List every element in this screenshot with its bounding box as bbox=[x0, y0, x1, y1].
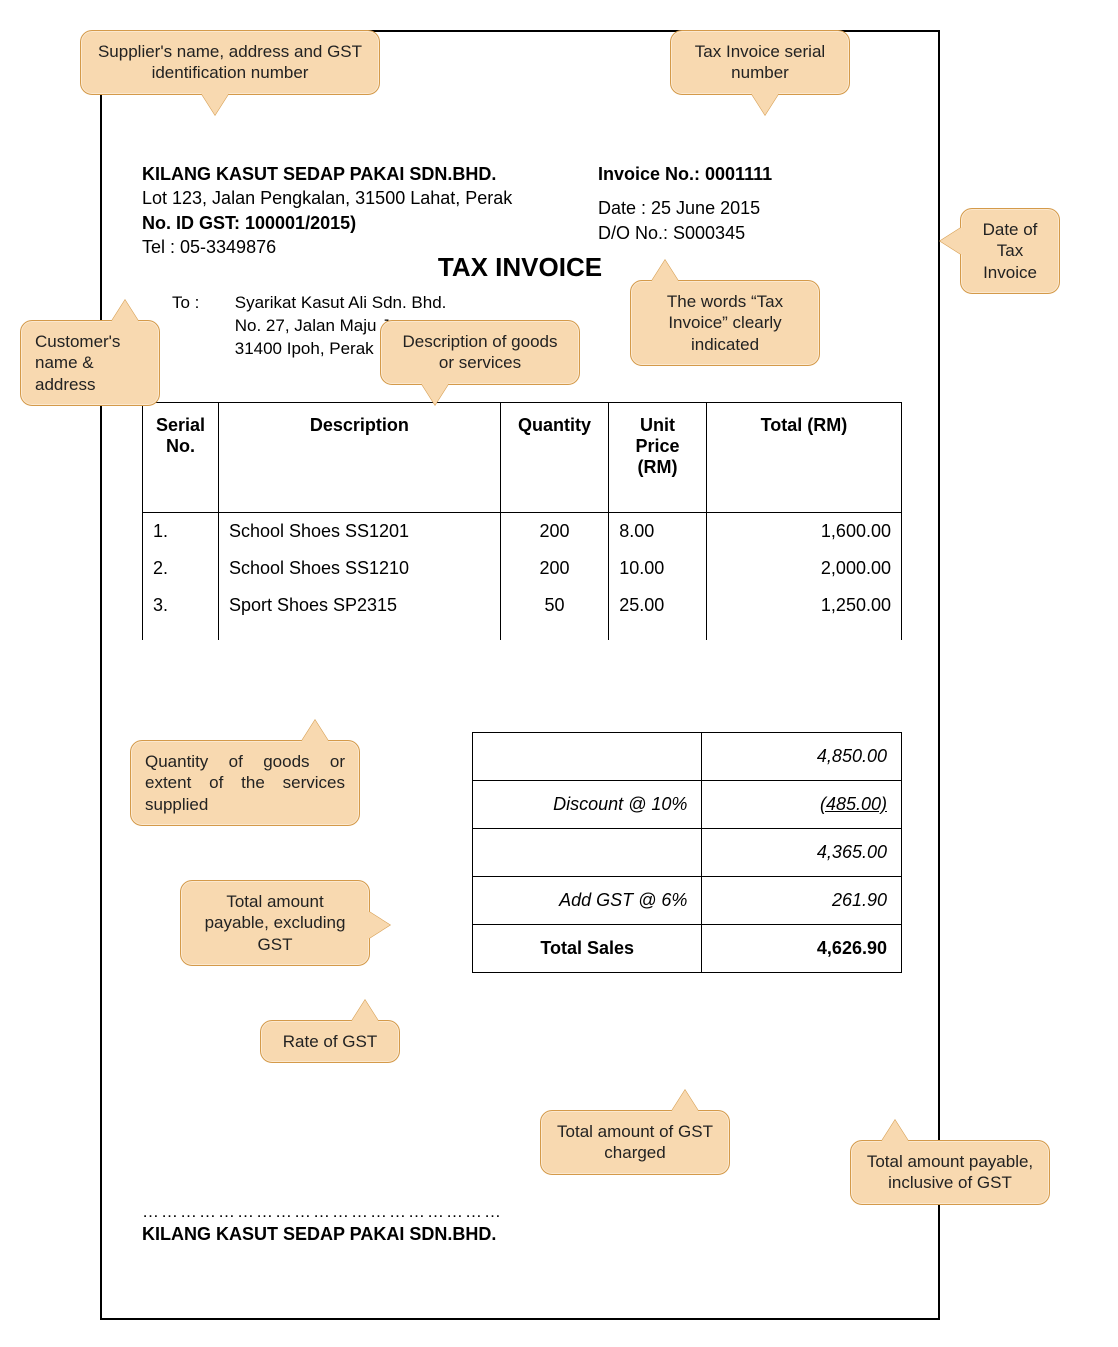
callout-quantity: Quantity of goods or extent of the servi… bbox=[130, 740, 360, 826]
callout-text: Supplier's name, address and GST identif… bbox=[98, 42, 362, 82]
summary-gst-row: Add GST @ 6% 261.90 bbox=[473, 877, 902, 925]
callout-text: Tax Invoice serial number bbox=[695, 42, 825, 82]
callout-text: Date of Tax Invoice bbox=[983, 220, 1038, 282]
summary-blank bbox=[473, 733, 702, 781]
callout-text: Total amount payable, excluding GST bbox=[205, 892, 346, 954]
invoice-number: Invoice No.: 0001111 bbox=[598, 162, 898, 186]
callout-text: Customer's name & address bbox=[35, 332, 120, 394]
summary-total-row: Total Sales 4,626.90 bbox=[473, 925, 902, 973]
col-quantity: Quantity bbox=[500, 403, 608, 513]
to-label: To : bbox=[172, 292, 230, 315]
discount-value: (485.00) bbox=[820, 794, 887, 814]
callout-text: Total amount of GST charged bbox=[557, 1122, 713, 1162]
summary-blank2 bbox=[473, 829, 702, 877]
cell-qty: 50 bbox=[500, 587, 608, 640]
callout-gst-charged: Total amount of GST charged bbox=[540, 1110, 730, 1175]
col-description: Description bbox=[218, 403, 500, 513]
col-serial: Serial No. bbox=[143, 403, 219, 513]
callout-rate: Rate of GST bbox=[260, 1020, 400, 1063]
total-value: 4,626.90 bbox=[702, 925, 902, 973]
callout-text: Total amount payable, inclusive of GST bbox=[867, 1152, 1033, 1192]
gst-label: Add GST @ 6% bbox=[473, 877, 702, 925]
cell-total: 1,250.00 bbox=[706, 587, 901, 640]
callout-date: Date of Tax Invoice bbox=[960, 208, 1060, 294]
cell-qty: 200 bbox=[500, 513, 608, 551]
signature-dots: ………………………………………………… bbox=[142, 1202, 503, 1222]
invoice-frame: KILANG KASUT SEDAP PAKAI SDN.BHD. Lot 12… bbox=[100, 30, 940, 1320]
callout-description: Description of goods or services bbox=[380, 320, 580, 385]
summary-afterdiscount-row: 4,365.00 bbox=[473, 829, 902, 877]
col-total: Total (RM) bbox=[706, 403, 901, 513]
summary-subtotal-row: 4,850.00 bbox=[473, 733, 902, 781]
gst-value: 261.90 bbox=[702, 877, 902, 925]
callout-text: Rate of GST bbox=[283, 1032, 377, 1051]
table-row: 1. School Shoes SS1201 200 8.00 1,600.00 bbox=[143, 513, 902, 551]
callout-taxwords: The words “Tax Invoice” clearly indicate… bbox=[630, 280, 820, 366]
supplier-address: Lot 123, Jalan Pengkalan, 31500 Lahat, P… bbox=[142, 186, 562, 210]
to-line1: Syarikat Kasut Ali Sdn. Bhd. bbox=[235, 293, 447, 312]
summary-subtotal: 4,850.00 bbox=[702, 733, 902, 781]
callout-incl-gst: Total amount payable, inclusive of GST bbox=[850, 1140, 1050, 1205]
summary-discount-row: Discount @ 10% (485.00) bbox=[473, 781, 902, 829]
cell-unit: 10.00 bbox=[609, 550, 707, 587]
callout-text: The words “Tax Invoice” clearly indicate… bbox=[667, 292, 783, 354]
discount-label: Discount @ 10% bbox=[473, 781, 702, 829]
cell-desc: School Shoes SS1201 bbox=[218, 513, 500, 551]
table-row: 3. Sport Shoes SP2315 50 25.00 1,250.00 bbox=[143, 587, 902, 640]
cell-unit: 25.00 bbox=[609, 587, 707, 640]
callout-excl-gst: Total amount payable, excluding GST bbox=[180, 880, 370, 966]
tax-invoice-title: TAX INVOICE bbox=[102, 252, 938, 283]
callout-serial: Tax Invoice serial number bbox=[670, 30, 850, 95]
callout-text: Quantity of goods or extent of the servi… bbox=[145, 752, 345, 814]
cell-desc: Sport Shoes SP2315 bbox=[218, 587, 500, 640]
cell-total: 2,000.00 bbox=[706, 550, 901, 587]
invoice-do: D/O No.: S000345 bbox=[598, 221, 898, 245]
cell-no: 1. bbox=[143, 513, 219, 551]
cell-unit: 8.00 bbox=[609, 513, 707, 551]
col-unit-price: Unit Price (RM) bbox=[609, 403, 707, 513]
after-discount: 4,365.00 bbox=[702, 829, 902, 877]
summary-table: 4,850.00 Discount @ 10% (485.00) 4,365.0… bbox=[472, 732, 902, 973]
to-line3: 31400 Ipoh, Perak bbox=[235, 339, 374, 358]
cell-no: 3. bbox=[143, 587, 219, 640]
callout-supplier: Supplier's name, address and GST identif… bbox=[80, 30, 380, 95]
supplier-gst: No. ID GST: 100001/2015) bbox=[142, 211, 562, 235]
signature-name: KILANG KASUT SEDAP PAKAI SDN.BHD. bbox=[142, 1224, 496, 1245]
cell-desc: School Shoes SS1210 bbox=[218, 550, 500, 587]
items-table: Serial No. Description Quantity Unit Pri… bbox=[142, 402, 902, 640]
callout-customer: Customer's name & address bbox=[20, 320, 160, 406]
supplier-name: KILANG KASUT SEDAP PAKAI SDN.BHD. bbox=[142, 162, 562, 186]
cell-total: 1,600.00 bbox=[706, 513, 901, 551]
invoice-meta: Invoice No.: 0001111 Date : 25 June 2015… bbox=[598, 162, 898, 245]
items-header-row: Serial No. Description Quantity Unit Pri… bbox=[143, 403, 902, 513]
cell-no: 2. bbox=[143, 550, 219, 587]
table-row: 2. School Shoes SS1210 200 10.00 2,000.0… bbox=[143, 550, 902, 587]
callout-text: Description of goods or services bbox=[403, 332, 558, 372]
cell-qty: 200 bbox=[500, 550, 608, 587]
total-label: Total Sales bbox=[473, 925, 702, 973]
invoice-date: Date : 25 June 2015 bbox=[598, 196, 898, 220]
supplier-block: KILANG KASUT SEDAP PAKAI SDN.BHD. Lot 12… bbox=[142, 162, 562, 259]
